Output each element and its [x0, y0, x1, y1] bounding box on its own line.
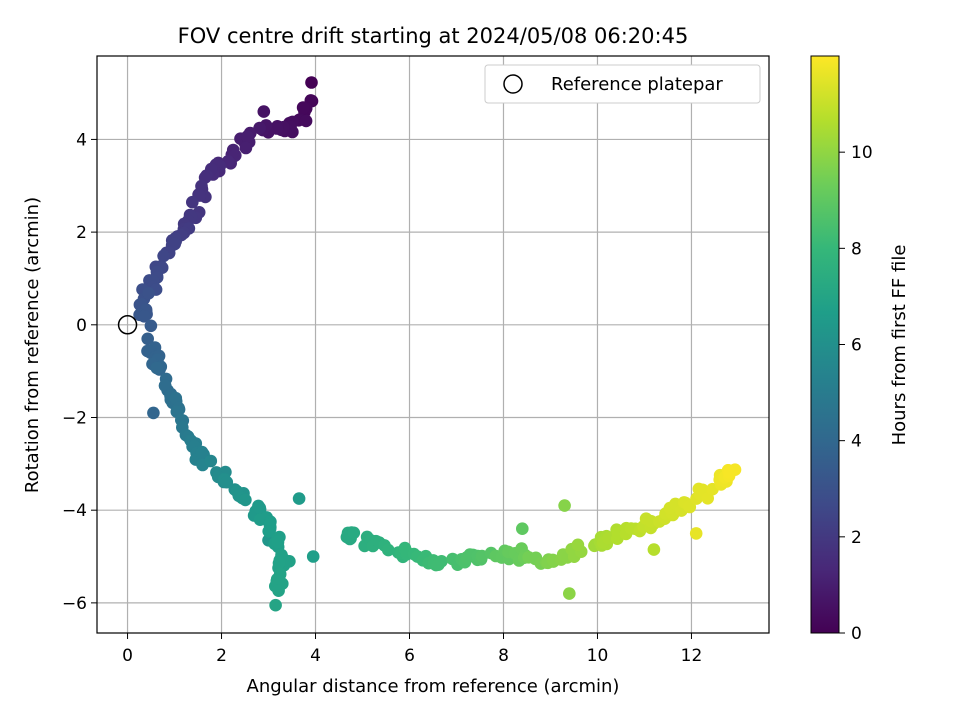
- scatter-point: [262, 525, 276, 538]
- scatter-point: [723, 466, 736, 479]
- scatter-point: [195, 179, 208, 193]
- scatter-point: [306, 550, 320, 563]
- x-tick-label: 12: [681, 646, 703, 666]
- scatter-point: [137, 310, 151, 323]
- scatter-point: [272, 584, 285, 597]
- scatter-point: [144, 319, 158, 333]
- scatter-point: [241, 130, 254, 143]
- scatter-point: [150, 361, 164, 375]
- scatter-point: [186, 195, 199, 209]
- legend-label: Reference platepar: [551, 74, 723, 95]
- colorbar: 0 2 4 6 8 10 Hours from first FF file: [810, 55, 910, 644]
- scatter-point: [292, 492, 306, 505]
- y-tick-label: −2: [62, 408, 87, 428]
- reference-platepar-marker: [117, 315, 138, 335]
- legend: Reference platepar: [484, 64, 761, 104]
- x-tick-label: 8: [498, 646, 509, 666]
- colorbar-tick-label: 6: [851, 336, 862, 356]
- scatter-point: [220, 475, 234, 489]
- scatter-point: [297, 101, 310, 115]
- y-axis-label: Rotation from reference (arcmin): [22, 197, 43, 493]
- scatter-point: [169, 391, 183, 405]
- x-tick-label: 0: [122, 646, 133, 666]
- y-tick-label: 4: [76, 130, 87, 150]
- legend-marker-open-circle: [503, 74, 523, 94]
- scatter-point: [558, 499, 571, 512]
- scatter-point: [253, 501, 267, 515]
- scatter-points: [133, 76, 742, 612]
- scatter-point: [157, 249, 170, 263]
- scatter-point: [272, 556, 286, 570]
- legend-box: [484, 64, 761, 104]
- scatter-point: [253, 121, 266, 135]
- chart-title: FOV centre drift starting at 2024/05/08 …: [178, 24, 689, 48]
- scatter-point: [239, 141, 253, 155]
- scatter-point: [142, 287, 155, 300]
- scatter-point: [563, 587, 576, 600]
- scatter-point: [647, 543, 661, 556]
- scatter-point: [382, 543, 395, 557]
- scatter-point: [435, 555, 448, 568]
- x-tick-label: 10: [587, 646, 609, 666]
- y-tick-label: 0: [76, 316, 87, 336]
- colorbar-tick-label: 0: [851, 624, 862, 644]
- scatter-point: [147, 406, 160, 420]
- scatter-point: [271, 535, 285, 549]
- x-tick-label: 4: [310, 646, 321, 666]
- scatter-point: [299, 114, 313, 128]
- colorbar-tick-label: 10: [851, 143, 873, 163]
- colorbar-tick-label: 8: [851, 239, 862, 259]
- colorbar-label: Hours from first FF file: [889, 245, 910, 446]
- y-tick-label: 2: [76, 223, 87, 243]
- scatter-point: [239, 493, 252, 507]
- grid: [97, 56, 769, 633]
- scatter-point: [347, 526, 361, 540]
- scatter-point: [195, 446, 208, 460]
- scatter-point: [269, 598, 282, 612]
- scatter-point: [204, 454, 218, 468]
- colorbar-gradient: [810, 55, 840, 634]
- y-tick-label: −4: [62, 501, 87, 521]
- y-tick-label: −6: [62, 594, 87, 614]
- scatter-point: [257, 105, 271, 118]
- scatter-point: [571, 538, 585, 552]
- x-tick-label: 2: [216, 646, 227, 666]
- y-axis-ticks: −6 −4 −2 0 2 4: [62, 130, 97, 614]
- x-axis-ticks: 0 2 4 6 8 10 12: [122, 633, 702, 666]
- plot-frame: [96, 55, 770, 634]
- scatter-point: [305, 76, 318, 89]
- colorbar-tick-label: 4: [851, 432, 862, 452]
- scatter-point: [689, 527, 703, 540]
- scatter-point: [141, 332, 154, 346]
- colorbar-ticks: 0 2 4 6 8 10: [839, 143, 873, 644]
- scatter-point: [516, 522, 529, 535]
- plot-area: [96, 55, 770, 634]
- colorbar-tick-label: 2: [851, 528, 862, 548]
- x-tick-label: 6: [404, 646, 415, 666]
- x-axis-label: Angular distance from reference (arcmin): [247, 676, 620, 697]
